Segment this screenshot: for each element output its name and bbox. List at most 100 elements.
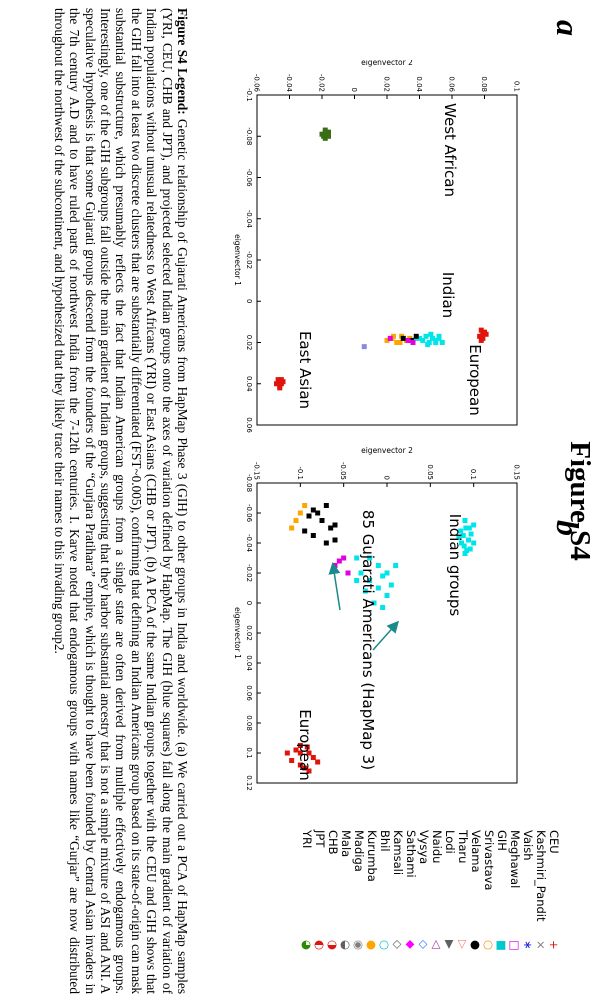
legend-label: JPT [313, 830, 327, 848]
panel-a-point [420, 337, 426, 343]
legend-label: Srivastava [482, 830, 496, 891]
panel-a-annotation: European [466, 344, 484, 415]
legend-item: Madiga ◉ [352, 830, 366, 951]
panel-b-ylabel: eigenvector 2 [361, 446, 413, 455]
panel-a-point [439, 340, 445, 345]
figure-caption: Figure S4 Legend: Genetic relationship o… [51, 8, 190, 994]
panel-a-xtick-label: -0.02 [245, 251, 253, 269]
legend-symbol-icon: ◁ [430, 940, 444, 949]
legend-symbol-icon: ◒ [339, 940, 353, 951]
legend-item: Vysya ◇ [417, 830, 431, 949]
legend-item: Lodi ▶ [443, 830, 457, 949]
panel-b-point [289, 525, 295, 531]
panel-b-arrow [372, 620, 399, 651]
panel-a-ytick-label: -0.02 [318, 74, 326, 92]
legend-symbol-icon: ○ [378, 940, 392, 951]
panel-b-point [297, 762, 303, 768]
panel-b-xtick-label: -0.06 [245, 504, 253, 523]
legend-symbol-icon: × [534, 940, 548, 950]
panel-b-point [388, 582, 394, 588]
panel-b-point [310, 533, 316, 538]
panel-b-annotation: 85 Gujarati Americans (HapMap 3) [359, 510, 377, 770]
panel-b-point [463, 525, 469, 531]
panel-a-letter: a [550, 20, 586, 36]
panel-b-ytick-label: 0.1 [469, 469, 477, 480]
panel-a-point [477, 333, 483, 339]
panel-b-point [293, 747, 299, 753]
panel-b-point [306, 513, 312, 519]
panel-b-point [354, 578, 360, 583]
legend-label: Kurumba [365, 830, 379, 882]
panel-b-xlabel: eigenvector 1 [233, 607, 242, 659]
legend-item: Sathami ◆ [404, 830, 418, 949]
panel-b-point [315, 510, 321, 516]
panel-b-annotation: European [296, 709, 314, 780]
panel-b-xtick-label: -0.02 [245, 564, 253, 582]
legend-symbol-icon: ■ [495, 940, 509, 951]
panel-a-point [387, 335, 393, 341]
panel-b-xtick-label: -0.04 [245, 534, 253, 553]
panel-a-point [277, 385, 283, 391]
legend-item: JPT ◐ [313, 830, 327, 950]
legend-symbol-icon: ◉ [352, 940, 366, 951]
panel-b-point [456, 534, 462, 540]
panel-a-ytick-label: -0.06 [253, 74, 261, 93]
legend-label: Meghawal [508, 830, 522, 889]
panel-a-ytick-label: 0.06 [448, 76, 456, 92]
caption-body: Genetic relationship of Gujarati America… [51, 8, 190, 994]
panel-b-point [467, 546, 473, 552]
panel-b-point [358, 570, 364, 576]
panel-b-point [459, 540, 465, 546]
legend-item: CEU + [547, 830, 561, 950]
legend-label: CEU [547, 830, 561, 854]
panel-b-point [471, 540, 477, 546]
panel-b-point [323, 503, 329, 508]
panel-b-point [380, 573, 386, 579]
panel-b-point [297, 510, 303, 516]
panel-b-point [465, 537, 471, 543]
panel-b-point [345, 570, 351, 576]
legend-symbol-icon: ◇ [417, 940, 431, 949]
legend-symbol-icon: ◕ [300, 940, 314, 951]
panel-a-ytick-label: -0.04 [285, 74, 293, 93]
panel-a-xtick-label: -0.1 [245, 88, 253, 102]
panel-b-xtick-label: 0.08 [245, 715, 253, 731]
panel-a-point [410, 340, 416, 345]
panel-a-point [433, 340, 439, 345]
panel-a-xtick-label: 0.04 [245, 376, 253, 392]
panel-b-point [297, 750, 303, 756]
panel-a-chart: -0.1 -0.08 -0.06 -0.04 -0.02 0 0.02 0.04 0.06 -0.… [233, 60, 521, 433]
legend-label: Mala [339, 830, 353, 858]
panel-b-point [310, 507, 316, 513]
legend-symbol-icon: ▷ [456, 940, 470, 949]
panel-b-point [323, 540, 329, 546]
panel-a-point [400, 335, 406, 341]
legend-item: Naidu ◁ [430, 830, 444, 949]
panel-b-point [332, 522, 338, 528]
panel-b-arrow [328, 562, 341, 611]
panel-b-point [336, 558, 342, 564]
legend-label: Vaish [521, 830, 535, 861]
legend-symbol-icon: ○ [482, 940, 496, 951]
panel-b-point [471, 522, 477, 528]
panel-a-point [405, 337, 411, 343]
panel-b-ytick-label: -0.1 [296, 466, 304, 480]
legend-symbol-icon: □ [508, 940, 522, 951]
panel-b-point [362, 588, 368, 594]
legend-item: Kamsali ◇ [391, 830, 405, 949]
panel-b-ytick-label: -0.15 [253, 462, 261, 480]
panel-a-point [322, 127, 328, 133]
panel-b-point [315, 759, 321, 765]
panel-b-point [297, 743, 303, 748]
panel-b-ytick-label: 0.05 [426, 464, 434, 480]
legend-symbol-icon: ◑ [326, 940, 340, 951]
panel-a-point [274, 381, 279, 387]
panel-b-letter: b [550, 520, 586, 536]
legend-item: Mala ◒ [339, 830, 353, 951]
panel-b-xtick-label: 0.12 [245, 775, 253, 791]
legend-item: Kashmiri_Pandit × [534, 830, 548, 950]
panel-b-point [302, 765, 308, 771]
panel-b-point [468, 531, 474, 537]
panel-b-point [380, 605, 386, 610]
panel-a-point [278, 377, 284, 383]
